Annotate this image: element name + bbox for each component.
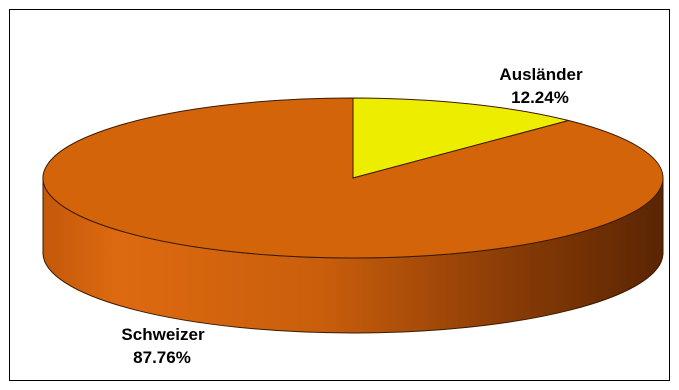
pie-slice-auslaender: [352, 97, 569, 179]
pie-slice-schweizer: [42, 97, 664, 259]
slice-label-auslaender-value: 12.24%: [511, 88, 569, 107]
pie-top: [42, 97, 664, 259]
slice-label-schweizer-name: Schweizer: [121, 325, 205, 344]
slice-label-schweizer-value: 87.76%: [133, 348, 191, 367]
slice-label-auslaender-name: Ausländer: [499, 65, 583, 84]
